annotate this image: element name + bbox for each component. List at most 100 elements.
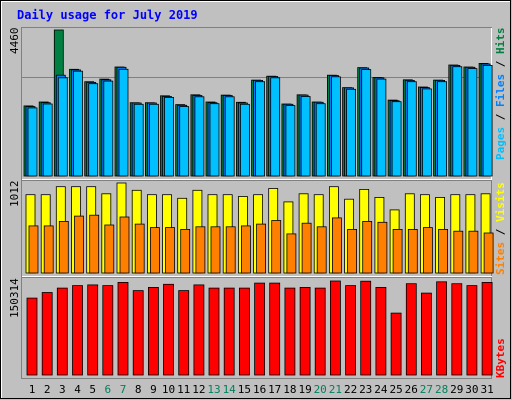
x-tick-label-day-21: 21	[329, 383, 342, 396]
panel-bottom-legend: KBytes	[494, 338, 507, 378]
x-tick-label-day-24: 24	[374, 383, 388, 396]
sites-bar-day-22	[347, 228, 358, 274]
x-tick-label-day-1: 1	[29, 383, 36, 396]
kbytes-bar-day-11	[178, 290, 190, 376]
legend-kbytes: KBytes	[494, 338, 507, 378]
kbytes-bar-day-29	[451, 283, 463, 376]
panel-bottom-max-label: 150314	[8, 278, 21, 318]
kbytes-bar-day-2	[41, 292, 53, 376]
pages-bar-day-23	[361, 69, 372, 177]
x-tick-label-day-25: 25	[389, 383, 402, 396]
x-tick-label-day-2: 2	[44, 383, 51, 396]
sites-bar-day-15	[240, 225, 251, 274]
sites-bar-day-18	[286, 233, 297, 274]
kbytes-bar-day-22	[345, 285, 357, 376]
panel-top-legend: Pages / Files / Hits	[494, 28, 507, 161]
sites-bar-day-12	[195, 226, 206, 274]
kbytes-bar-day-14	[223, 287, 235, 376]
x-tick-label-day-22: 22	[344, 383, 357, 396]
bars-layer	[23, 29, 494, 376]
kbytes-bar-day-9	[147, 286, 159, 376]
sites-bar-day-21	[331, 217, 342, 274]
kbytes-bar-day-3	[56, 287, 68, 376]
sites-bar-day-7	[119, 216, 130, 274]
pages-bar-day-6	[103, 80, 114, 177]
pages-bar-day-24	[376, 78, 387, 177]
sites-bar-day-1	[28, 225, 39, 274]
kbytes-bar-day-23	[360, 280, 372, 376]
pages-bar-day-25	[391, 101, 402, 177]
legend-visits: Visits	[494, 182, 507, 222]
kbytes-bar-day-19	[299, 286, 311, 376]
pages-bar-day-9	[148, 103, 159, 177]
kbytes-bar-day-15	[238, 287, 250, 376]
sites-bar-day-14	[225, 226, 236, 274]
x-tick-label-day-26: 26	[405, 383, 418, 396]
sites-bar-day-25	[392, 228, 403, 274]
sites-bar-day-10	[165, 227, 175, 274]
pages-bar-day-26	[406, 81, 417, 177]
x-tick-label-day-15: 15	[238, 383, 251, 396]
pages-bar-day-31	[482, 65, 493, 177]
sites-bar-day-20	[316, 226, 327, 274]
x-tick-label-day-5: 5	[89, 383, 96, 396]
x-axis-labels: 1 2 3 4 5 6 7 8 9 10 11 12 13 14 15 16 17 18 19 20 21 22 23 24 2…	[29, 383, 494, 396]
pages-bar-day-29	[452, 66, 463, 177]
kbytes-bar-day-20	[314, 287, 326, 376]
kbytes-bar-day-1	[26, 297, 38, 376]
legend-pages: Pages	[494, 127, 507, 160]
kbytes-bar-day-17	[269, 282, 281, 376]
legend-hits: Hits	[494, 28, 507, 55]
pages-bar-day-4	[73, 70, 83, 177]
pages-bar-day-14	[224, 96, 235, 177]
sites-bar-day-23	[362, 220, 373, 274]
kbytes-bar-day-21	[329, 280, 341, 376]
chart-title: Daily usage for July 2019	[17, 8, 198, 22]
x-tick-label-day-28: 28	[435, 383, 448, 396]
sites-bar-day-2	[43, 225, 54, 274]
pages-bar-day-16	[255, 81, 266, 177]
sites-bar-day-24	[377, 221, 388, 274]
sites-bar-day-13	[210, 226, 221, 274]
kbytes-bar-day-12	[193, 284, 205, 376]
panel-top-max-label: 4460	[8, 28, 21, 55]
x-tick-label-day-7: 7	[120, 383, 127, 396]
sites-bar-day-17	[271, 220, 282, 274]
x-tick-label-day-4: 4	[74, 383, 81, 396]
x-tick-label-day-14: 14	[223, 383, 237, 396]
sites-bar-day-30	[468, 230, 479, 274]
kbytes-bar-day-16	[254, 282, 266, 376]
pages-bar-day-28	[437, 81, 448, 177]
x-tick-label-day-18: 18	[283, 383, 296, 396]
kbytes-bar-day-27	[420, 292, 432, 376]
sites-bar-day-4	[74, 215, 84, 274]
x-tick-label-day-30: 30	[465, 383, 478, 396]
x-tick-label-day-8: 8	[135, 383, 142, 396]
kbytes-bar-day-31	[481, 281, 493, 376]
sites-bar-day-31	[483, 232, 494, 274]
pages-bar-day-12	[194, 96, 205, 177]
kbytes-bar-day-26	[405, 283, 417, 376]
x-tick-label-day-20: 20	[314, 383, 327, 396]
pages-bar-day-5	[88, 83, 99, 177]
pages-bar-day-10	[164, 97, 174, 177]
x-tick-label-day-10: 10	[162, 383, 175, 396]
kbytes-bar-day-8	[132, 290, 144, 376]
x-tick-label-day-17: 17	[268, 383, 281, 396]
panel-middle-max-label: 1012	[8, 181, 21, 208]
sites-bar-day-19	[301, 222, 312, 274]
sites-bar-day-5	[89, 214, 100, 274]
pages-bar-day-7	[118, 68, 129, 177]
x-tick-label-day-12: 12	[192, 383, 205, 396]
pages-bar-day-15	[239, 103, 250, 177]
pages-bar-day-11	[179, 106, 190, 177]
pages-bar-day-17	[270, 77, 281, 177]
pages-bar-day-13	[209, 103, 220, 177]
sites-bar-day-29	[453, 230, 464, 274]
x-tick-label-day-31: 31	[480, 383, 493, 396]
sites-bar-day-16	[256, 223, 267, 274]
kbytes-bar-day-5	[87, 284, 99, 376]
kbytes-bar-day-10	[163, 283, 174, 376]
